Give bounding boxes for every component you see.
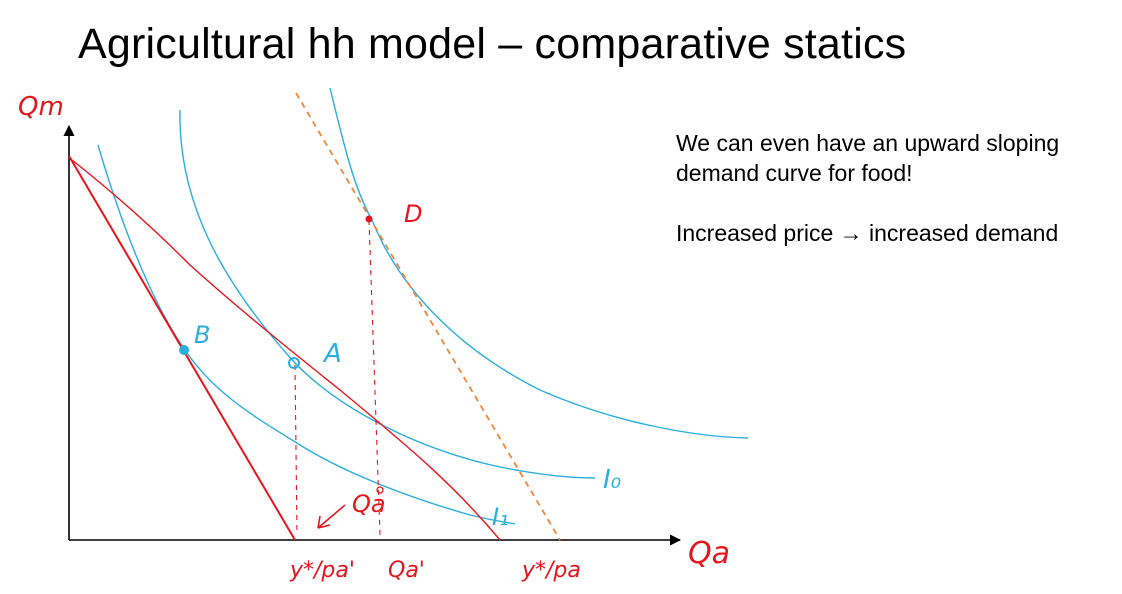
point-b-label: B	[194, 321, 210, 349]
x-tick-budget-new: y*/pa'	[289, 558, 355, 583]
slide-title: Agricultural hh model – comparative stat…	[78, 20, 907, 68]
point-a-label: A	[322, 339, 342, 369]
indifference-curve-lower	[97, 144, 516, 525]
curve-i0-label: I₀	[603, 465, 622, 495]
point-b-marker	[179, 345, 189, 355]
x-axis-label: Qa	[688, 536, 730, 571]
y-axis-label: Qm	[18, 92, 64, 122]
qa-marker	[376, 486, 384, 494]
x-tick-qa-prime: Qa'	[388, 558, 425, 583]
indifference-curve-i0	[179, 109, 596, 479]
qa-label: Qa	[352, 490, 386, 518]
point-a-marker	[288, 357, 300, 369]
x-tick-budget-old: y*/pa	[521, 558, 581, 583]
compensated-budget-line	[295, 92, 561, 541]
dropline-d	[368, 219, 381, 536]
point-d-marker	[365, 215, 373, 223]
slide-notes: We can even have an upward sloping deman…	[676, 128, 1116, 248]
intercept-arrow-icon	[317, 504, 346, 529]
notes-line-1: We can even have an upward sloping	[676, 130, 1060, 156]
notes-line-2: demand curve for food!	[676, 160, 913, 186]
indifference-curve-high	[329, 87, 749, 439]
dropline-a	[294, 364, 298, 536]
notes-line-3: Increased price → increased demand	[676, 220, 1059, 246]
budget-line-old	[71, 159, 501, 541]
curve-i1-label: I₁	[492, 503, 509, 531]
point-d-label: D	[404, 200, 422, 228]
